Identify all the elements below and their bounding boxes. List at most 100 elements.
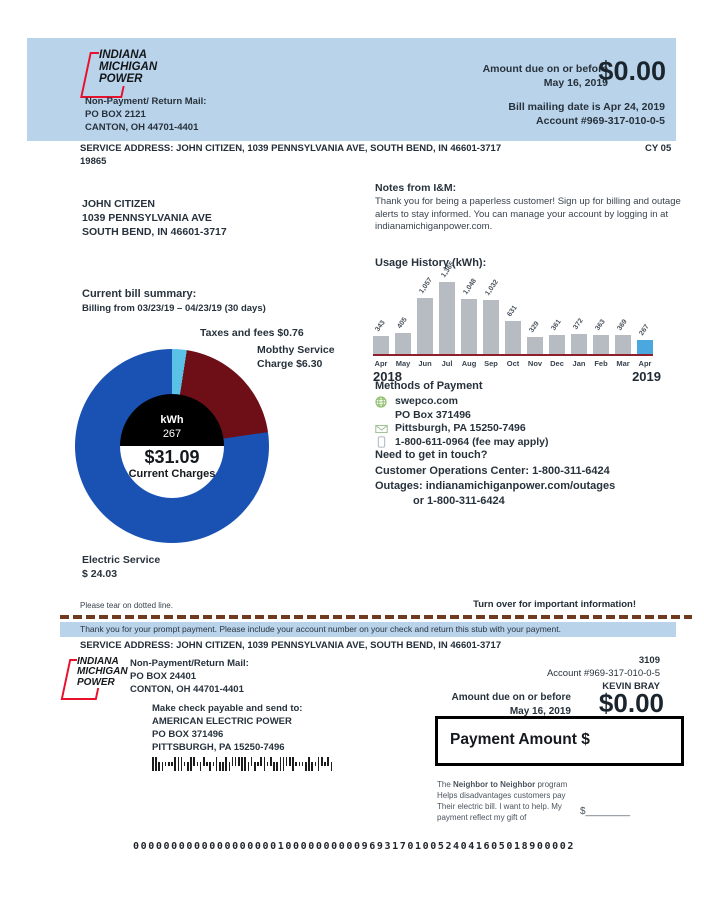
envelope-icon xyxy=(375,424,388,433)
monthly-service-label-line2: Charge $6.30 xyxy=(257,358,323,370)
center-kwh-unit: kWh xyxy=(160,414,184,426)
usage-month-label: May xyxy=(395,359,411,368)
usage-bar-value: 369 xyxy=(616,318,629,332)
header-return-mail: Non-Payment/ Return Mail: PO BOX 2121 CA… xyxy=(85,95,206,134)
monthly-service-label-line1: Mobthy Service xyxy=(257,344,335,356)
amount-due-label: Amount due on or before xyxy=(482,63,608,75)
neighbor-suffix: program xyxy=(535,780,568,789)
turn-over-note: Turn over for important information! xyxy=(473,599,636,610)
usage-bar: 631 xyxy=(505,304,521,354)
usage-month-label: Dec xyxy=(550,359,564,368)
donut-center: kWh 267 $31.09 Current Charges xyxy=(120,394,224,498)
return-mail-label: Non-Payment/ Return Mail: xyxy=(85,96,207,107)
taxes-label: Taxes and fees $0.76 xyxy=(200,327,304,339)
thanks-bar: Thank you for your prompt payment. Pleas… xyxy=(60,622,676,637)
customer-address-block: JOHN CITIZEN 1039 PENNSYLVANIA AVE SOUTH… xyxy=(82,197,227,239)
phone-icon xyxy=(377,436,386,449)
usage-bar-value: 372 xyxy=(572,317,585,331)
electric-service-label-line1: Electric Service xyxy=(82,554,161,566)
usage-bar: 361 xyxy=(549,318,565,354)
customer-operations: Customer Operations Center: 1-800-311-64… xyxy=(375,465,610,477)
outages-phone: or 1-800-311-6424 xyxy=(413,495,505,507)
stub-account: Account #969-317-010-0-5 xyxy=(546,668,660,679)
stub-return-mail-line1: PO BOX 24401 xyxy=(130,671,197,682)
payable-name: AMERICAN ELECTRIC POWER xyxy=(152,716,292,727)
gift-amount-field[interactable]: $________ xyxy=(580,806,631,817)
stub-page-code: 3109 xyxy=(638,655,660,666)
payable-line2: PITTSBURGH, PA 15250-7496 xyxy=(152,742,285,753)
center-amount: $31.09 xyxy=(144,447,200,467)
usage-bar-value: 343 xyxy=(374,319,387,333)
logo-line1: INDIANA xyxy=(99,49,149,62)
usage-bar-value: 329 xyxy=(528,320,541,334)
notes-title: Notes from I&M: xyxy=(375,182,457,194)
usage-month-label: Feb xyxy=(594,359,608,368)
header-band: INDIANA MICHIGAN POWER xyxy=(27,38,676,141)
payment-city: Pittsburgh, PA 15250-7496 xyxy=(395,422,526,434)
usage-year-labels: 2018 2019 xyxy=(373,369,661,384)
usage-month-label: Apr xyxy=(638,359,652,368)
logo-text: INDIANA MICHIGAN POWER xyxy=(99,49,160,86)
payment-amount-box[interactable]: Payment Amount $ xyxy=(435,716,684,766)
usage-bar: 363 xyxy=(593,318,609,354)
customer-name: JOHN CITIZEN xyxy=(82,198,155,210)
monthly-service-label: Mobthy Service Charge $6.30 xyxy=(257,343,335,371)
customer-address2: SOUTH BEND, IN 46601-3717 xyxy=(82,226,227,238)
year-right: 2019 xyxy=(632,369,661,384)
usage-bar-value: 405 xyxy=(396,316,409,330)
usage-bars: 343 405 1,057 1,365 1,048 1,032 631 329 361 372 36… xyxy=(373,261,653,356)
payment-po-box: PO Box 371496 xyxy=(395,408,471,421)
electric-service-label: Electric Service $ 24.03 xyxy=(82,553,160,581)
outages-line: Outages: indianamichiganpower.com/outage… xyxy=(375,480,616,492)
electric-service-label-line2: $ 24.03 xyxy=(82,568,118,580)
usage-bar-value: 1,048 xyxy=(462,277,479,296)
usage-bar: 1,057 xyxy=(417,277,434,354)
payable-label: Make check payable and send to: xyxy=(152,703,303,714)
neighbor-bold: Neighbor to Neighbor xyxy=(453,780,536,789)
amount-due-date: May 16, 2019 xyxy=(543,77,608,89)
usage-month-label: Mar xyxy=(616,359,630,368)
methods-of-payment-title: Methods of Payment xyxy=(375,380,483,392)
service-address: SERVICE ADDRESS: JOHN CITIZEN, 1039 PENN… xyxy=(80,143,502,154)
payable-line1: PO BOX 371496 xyxy=(152,729,224,740)
usage-bar: 1,365 xyxy=(439,261,456,354)
usage-month-label: Jul xyxy=(441,359,453,368)
stub-amount-due-label: Amount due on or before xyxy=(451,692,571,703)
return-mail-line2: CANTON, OH 44701-4401 xyxy=(85,122,199,133)
route-code: 19865 xyxy=(80,156,107,167)
bill-mailing-date: Bill mailing date is Apr 24, 2019 xyxy=(508,101,665,113)
mailing-account-block: Bill mailing date is Apr 24, 2019 Accoun… xyxy=(508,100,665,128)
notes-body: Thank you for being a paperless customer… xyxy=(375,196,681,232)
stub-return-mail: Non-Payment/Return Mail: PO BOX 24401 CO… xyxy=(130,657,249,696)
tear-note: Please tear on dotted line. xyxy=(80,601,173,610)
amount-due-value: $0.00 xyxy=(598,56,666,86)
usage-bar: 372 xyxy=(571,317,587,354)
usage-bar: 1,032 xyxy=(483,279,500,354)
usage-bar: 405 xyxy=(395,316,411,354)
neighbor-line4: payment reflect my gift of xyxy=(437,813,527,822)
usage-month-label: Sep xyxy=(484,359,498,368)
payment-phone: 1-800-611-0964 (fee may apply) xyxy=(395,435,549,448)
cycle-code: CY 05 xyxy=(645,143,672,154)
account-number: Account #969-317-010-0-5 xyxy=(536,115,665,127)
stub-logo-line2: MICHIGAN xyxy=(77,666,130,678)
customer-address1: 1039 PENNSYLVANIA AVE xyxy=(82,212,212,224)
stub-logo-line3: POWER xyxy=(77,676,117,689)
neighbor-program-text: The Neighbor to Neighbor program Helps d… xyxy=(437,779,612,823)
company-logo: INDIANA MICHIGAN POWER xyxy=(80,49,160,98)
payment-methods-list: swepco.com PO Box 371496 Pittsburgh, PA … xyxy=(375,395,549,449)
stub-amount-due-block: Amount due on or before May 16, 2019 xyxy=(452,691,571,718)
usage-month-label: Apr xyxy=(374,359,388,368)
usage-bar-value: 267 xyxy=(638,323,651,337)
year-left: 2018 xyxy=(373,369,402,384)
center-caption: Current Charges xyxy=(128,468,216,480)
stub-amount-due-value: $0.00 xyxy=(598,688,664,718)
globe-icon xyxy=(375,396,387,408)
usage-month-label: Aug xyxy=(461,359,477,368)
usage-bar: 329 xyxy=(527,320,543,354)
usage-bar-value: 1,032 xyxy=(484,278,501,297)
usage-bar-value: 631 xyxy=(506,304,519,318)
usage-bar-value: 1,057 xyxy=(418,276,435,295)
charges-donut-chart: kWh 267 $31.09 Current Charges xyxy=(75,349,269,543)
